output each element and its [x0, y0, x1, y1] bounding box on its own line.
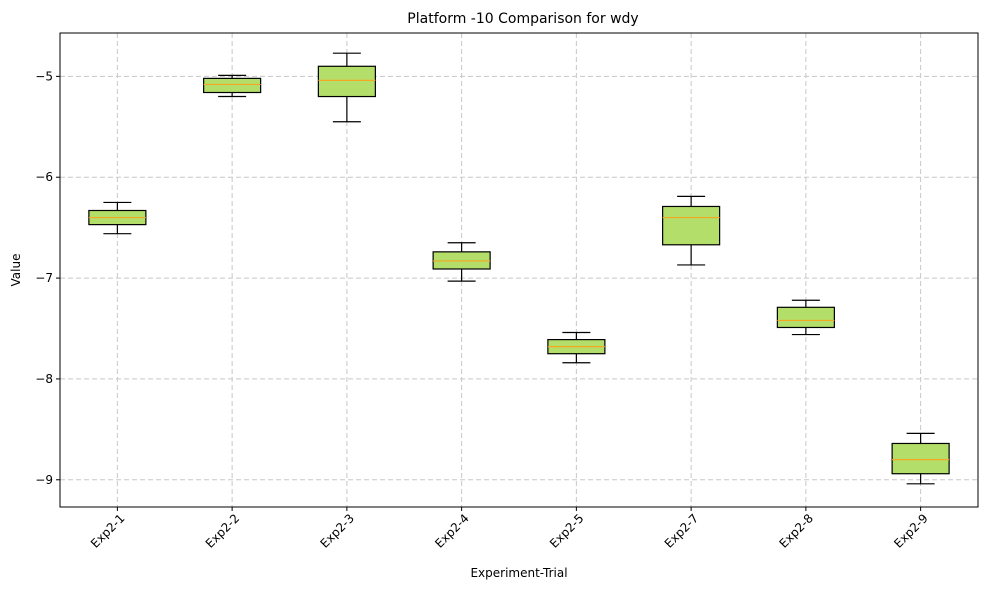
- iqr-box: [776, 306, 835, 329]
- chart-title: Platform -10 Comparison for wdy: [407, 11, 638, 27]
- y-tick-label: −5: [35, 69, 53, 83]
- x-tick-label: Exp2-5: [547, 511, 587, 551]
- box-Exp2-7: [662, 195, 721, 266]
- y-axis: −9 −8 −7 −6 −5: [35, 69, 60, 487]
- x-axis-label: Experiment-Trial: [470, 566, 567, 580]
- x-tick-label: Exp2-7: [662, 511, 702, 551]
- box-Exp2-3: [317, 52, 376, 123]
- box-layer: [88, 52, 950, 485]
- y-axis-label: Value: [9, 254, 23, 287]
- x-tick-label: Exp2-8: [776, 511, 816, 551]
- x-tick-label: Exp2-2: [203, 511, 243, 551]
- x-axis: Exp2-1 Exp2-2 Exp2-3 Exp2-4 Exp2-5 Exp2-7 Exp2…: [88, 507, 931, 551]
- box-Exp2-1: [88, 201, 147, 235]
- iqr-box: [891, 442, 950, 475]
- box-Exp2-9: [891, 432, 950, 485]
- grid-layer: [60, 33, 978, 507]
- y-tick-label: −7: [35, 271, 53, 285]
- y-tick-label: −9: [35, 473, 53, 487]
- box-Exp2-5: [547, 331, 606, 364]
- iqr-box: [317, 65, 376, 98]
- x-tick-label: Exp2-9: [891, 511, 931, 551]
- box-Exp2-8: [776, 299, 835, 336]
- box-Exp2-2: [203, 74, 262, 98]
- plot-frame: [59, 32, 979, 508]
- iqr-box: [662, 205, 721, 246]
- x-tick-label: Exp2-4: [432, 511, 472, 551]
- x-tick-label: Exp2-1: [88, 511, 128, 551]
- box-Exp2-4: [432, 242, 491, 282]
- iqr-box: [203, 77, 262, 94]
- x-tick-label: Exp2-3: [317, 511, 357, 551]
- y-tick-label: −8: [35, 372, 53, 386]
- y-tick-label: −6: [35, 170, 53, 184]
